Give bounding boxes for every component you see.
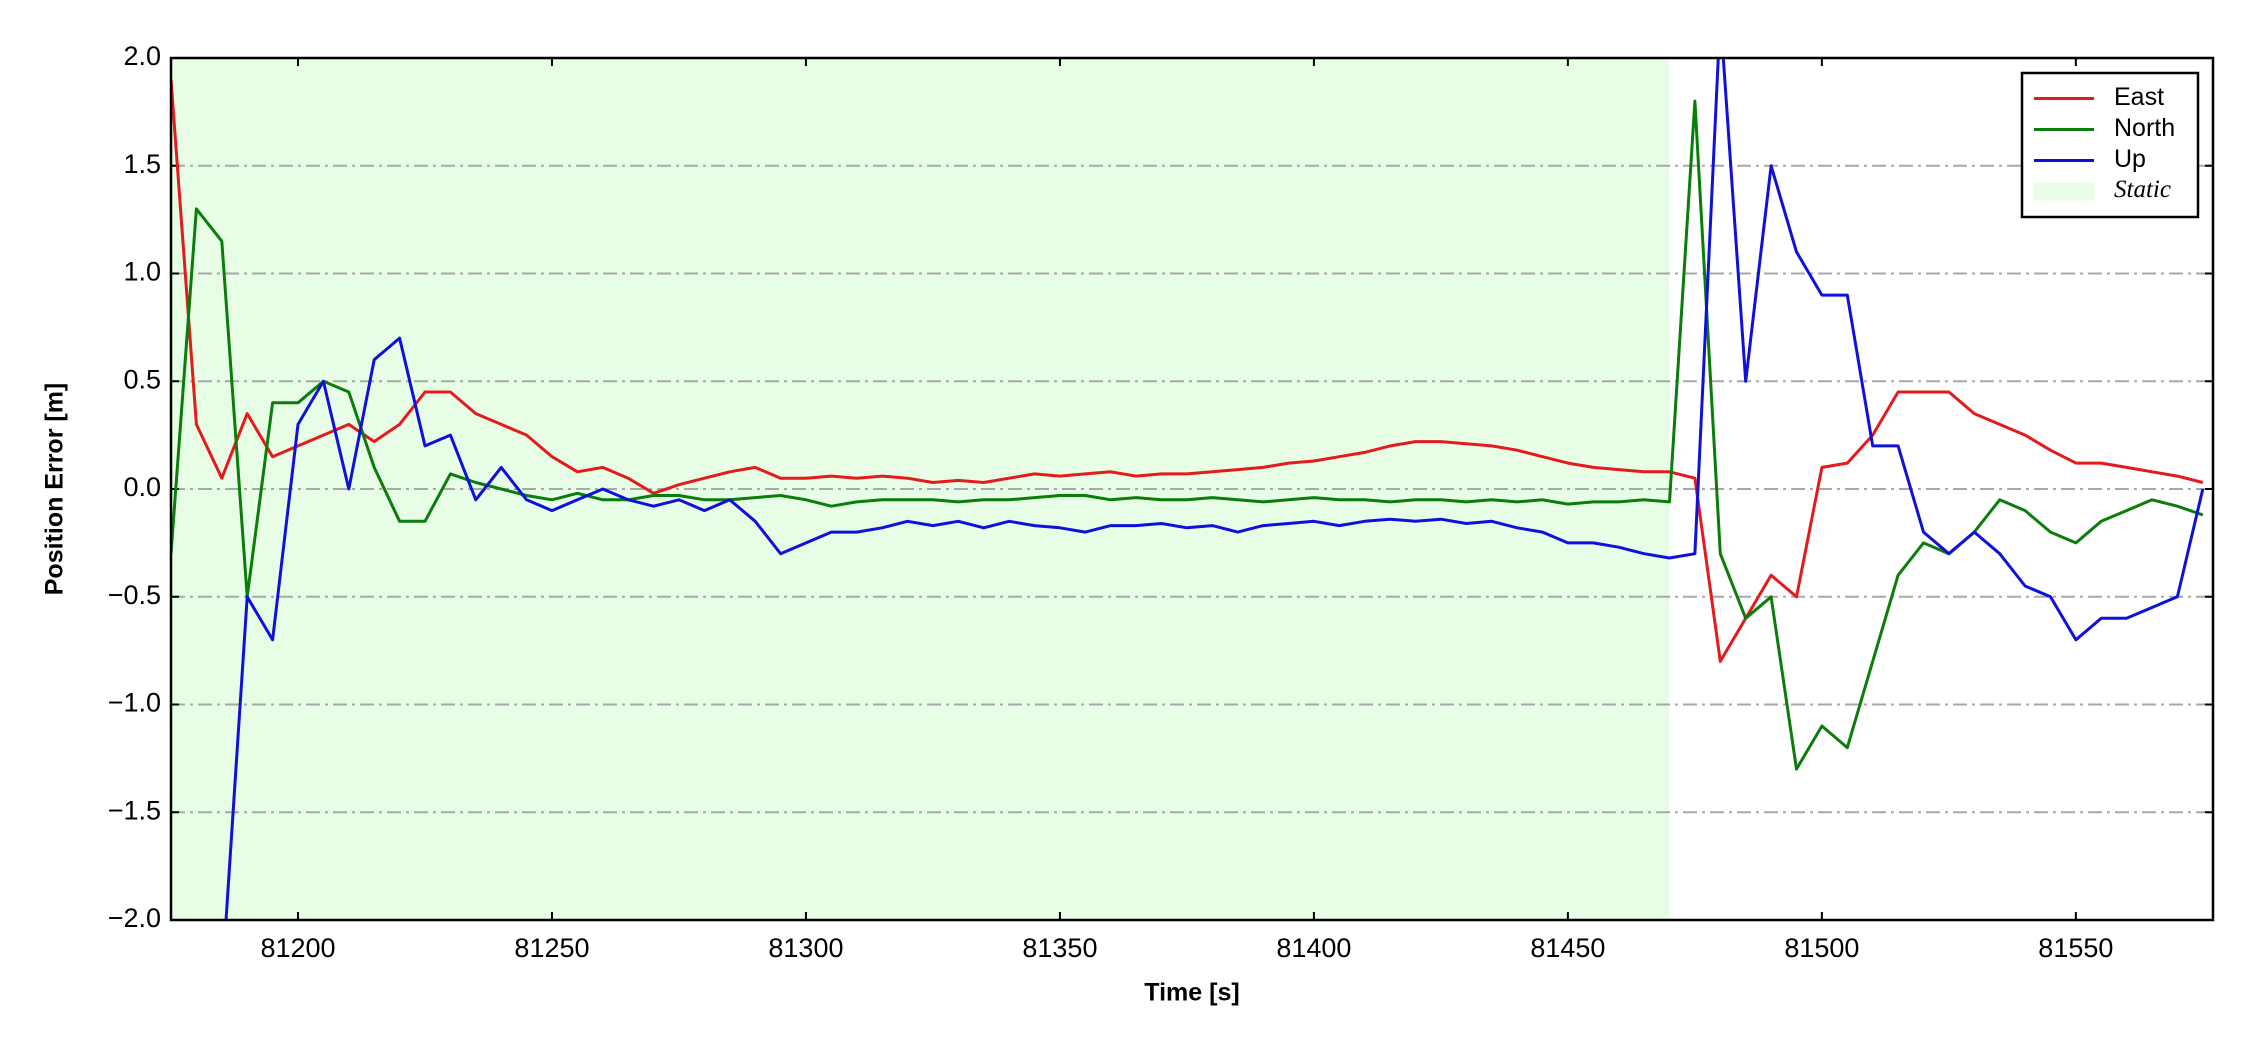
x-tick-label: 81550 (2038, 933, 2113, 963)
legend-label: Up (2114, 145, 2146, 173)
x-tick-label: 81300 (768, 933, 843, 963)
plot-lines (171, 58, 2205, 920)
x-axis-label: Time [s] (1144, 979, 1239, 1007)
legend-label: Static (2114, 176, 2171, 203)
y-tick-label: 1.5 (123, 149, 161, 179)
y-tick-label: 0.0 (123, 472, 161, 502)
y-tick-label: 2.0 (123, 41, 161, 71)
x-tick-label: 81250 (514, 933, 589, 963)
legend-label: North (2114, 114, 2175, 142)
x-tick-label: 81200 (260, 933, 335, 963)
x-tick-label: 81500 (1784, 933, 1859, 963)
y-axis-label: Position Error [m] (41, 383, 69, 596)
legend-swatch (2034, 182, 2094, 201)
legend-label: East (2114, 83, 2164, 111)
y-tick-label: 0.5 (123, 364, 161, 394)
series-line (224, 58, 2205, 920)
y-tick-label: −0.5 (108, 580, 161, 610)
x-tick-label: 81350 (1022, 933, 1097, 963)
y-tick-label: −2.0 (108, 903, 161, 933)
series-line (171, 79, 2204, 663)
x-tick-label: 81400 (1276, 933, 1351, 963)
plot-frame (169, 56, 2215, 922)
x-tick-label: 81450 (1530, 933, 1605, 963)
series-line (171, 99, 2204, 771)
y-tick-label: −1.5 (108, 795, 161, 825)
y-tick-label: 1.0 (123, 257, 161, 287)
y-tick-label: −1.0 (108, 688, 161, 718)
